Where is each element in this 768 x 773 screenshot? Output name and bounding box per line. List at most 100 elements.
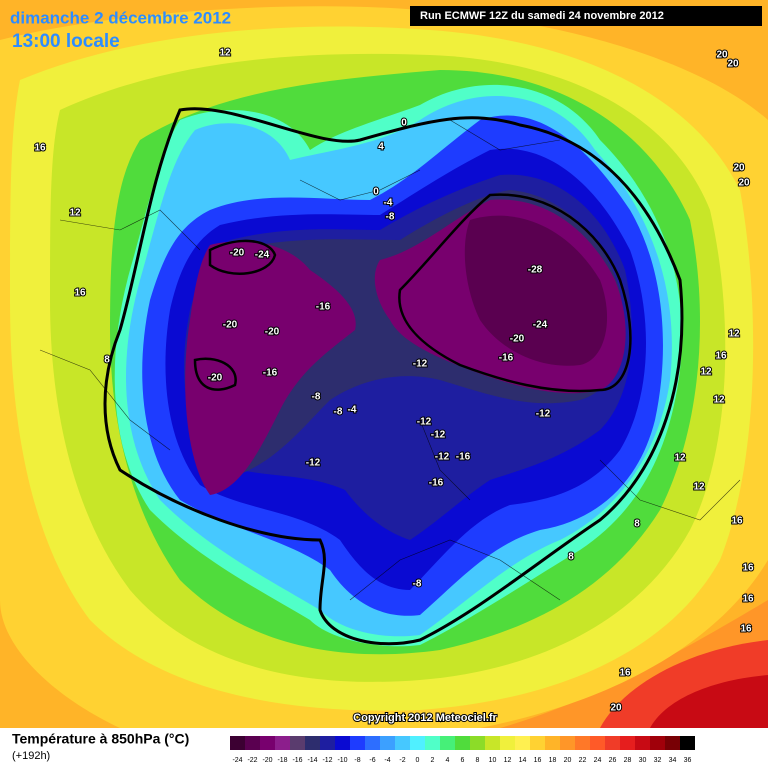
colorbar: -24 -22 -20 -18 -16 -14 -12 -10 -8 -6 -4 -2 0 2 4 6 8 10 1… — [230, 736, 695, 764]
footer-lead: (+192h) — [12, 750, 50, 762]
colorbar-swatch — [650, 736, 665, 750]
contour-label: -16 — [499, 353, 514, 364]
colorbar-swatch — [320, 736, 335, 750]
colorbar-tick-label: 28 — [624, 757, 632, 764]
colorbar-swatch — [440, 736, 455, 750]
contour-label: -12 — [417, 417, 432, 428]
colorbar-tick-label: -24 — [232, 757, 242, 764]
contour-label: -16 — [316, 302, 331, 313]
isotherm — [398, 193, 632, 393]
zero-isotherm — [103, 107, 684, 646]
colorbar-tick-label: -18 — [277, 757, 287, 764]
colorbar-swatch — [455, 736, 470, 750]
contour-label: -20 — [208, 373, 223, 384]
contour-label: -8 — [334, 407, 343, 418]
colorbar-swatch — [365, 736, 380, 750]
colorbar-swatch — [335, 736, 350, 750]
colorbar-swatch — [500, 736, 515, 750]
colorbar-swatch — [485, 736, 500, 750]
colorbar-swatch — [575, 736, 590, 750]
colorbar-tick-label: 2 — [431, 757, 435, 764]
contour-label: -8 — [386, 212, 395, 223]
colorbar-tick-label: -6 — [369, 757, 375, 764]
isotherm — [193, 357, 237, 391]
colorbar-tick-label: -2 — [399, 757, 405, 764]
forecast-time: 13:00 locale — [12, 31, 120, 52]
contour-label: -20 — [265, 327, 280, 338]
colorbar-tick-label: 10 — [489, 757, 497, 764]
colorbar-tick-label: 24 — [594, 757, 602, 764]
contour-label: -28 — [528, 265, 543, 276]
colorbar-tick-label: 0 — [416, 757, 420, 764]
run-label: Run ECMWF 12Z du samedi 24 novembre 2012 — [420, 10, 664, 22]
colorbar-tick-label: -8 — [354, 757, 360, 764]
contour-label: 0 — [373, 187, 379, 198]
colorbar-tick-label: 34 — [669, 757, 677, 764]
colorbar-tick-label: -22 — [247, 757, 257, 764]
colorbar-tick-label: -20 — [262, 757, 272, 764]
colorbar-swatch — [590, 736, 605, 750]
coastline — [39, 119, 741, 601]
contour-label: 16 — [619, 668, 631, 679]
contour-label: -4 — [348, 405, 357, 416]
colorbar-swatch — [545, 736, 560, 750]
temperature-zone — [650, 675, 768, 728]
copyright: Copyright 2012 Meteociel.fr — [353, 712, 497, 724]
colorbar-swatch — [425, 736, 440, 750]
contour-label: 4 — [378, 142, 384, 153]
contour-label: -24 — [255, 250, 270, 261]
contour-label: 12 — [219, 48, 231, 59]
colorbar-tick-label: -10 — [337, 757, 347, 764]
colorbar-tick-label: 8 — [476, 757, 480, 764]
contour-label: -16 — [263, 368, 278, 379]
contour-label: -20 — [230, 248, 245, 259]
contour-label: 16 — [715, 351, 727, 362]
contour-label: -8 — [312, 392, 321, 403]
contour-label: -8 — [413, 579, 422, 590]
contour-label: 20 — [738, 178, 750, 189]
contour-label: -12 — [431, 430, 446, 441]
colorbar-tick-label: 32 — [654, 757, 662, 764]
colorbar-swatch — [305, 736, 320, 750]
contour-label: 12 — [69, 208, 81, 219]
colorbar-tick-label: 26 — [609, 757, 617, 764]
colorbar-swatch — [230, 736, 245, 750]
colorbar-swatch — [605, 736, 620, 750]
colorbar-swatch — [260, 736, 275, 750]
footer-title: Température à 850hPa (°C) — [12, 731, 189, 747]
contour-label: -4 — [384, 198, 393, 209]
contour-label: 8 — [568, 552, 574, 563]
contour-label: -12 — [413, 359, 428, 370]
colorbar-swatch — [395, 736, 410, 750]
colorbar-swatch — [530, 736, 545, 750]
contour-label: -16 — [429, 478, 444, 489]
colorbar-tick-label: 22 — [579, 757, 587, 764]
contour-label: 12 — [700, 367, 712, 378]
contour-label: 16 — [731, 516, 743, 527]
colorbar-tick-label: -12 — [322, 757, 332, 764]
colorbar-swatch — [380, 736, 395, 750]
contour-label: -24 — [533, 320, 548, 331]
contour-label: 20 — [610, 703, 622, 714]
isotherm — [208, 239, 277, 275]
forecast-date: dimanche 2 décembre 2012 — [10, 8, 231, 27]
contour-label: 20 — [733, 163, 745, 174]
contour-label: 16 — [742, 563, 754, 574]
colorbar-tick-label: 6 — [461, 757, 465, 764]
contour-label: -12 — [435, 452, 450, 463]
colorbar-swatch — [350, 736, 365, 750]
colorbar-swatch — [515, 736, 530, 750]
colorbar-tick-label: 18 — [549, 757, 557, 764]
contour-label: 20 — [727, 59, 739, 70]
contour-label: 12 — [674, 453, 686, 464]
colorbar-swatch — [275, 736, 290, 750]
contour-label: 16 — [34, 143, 46, 154]
colorbar-tick-label: -16 — [292, 757, 302, 764]
contour-label: 16 — [742, 594, 754, 605]
run-box — [410, 6, 762, 26]
contour-label: 8 — [104, 355, 110, 366]
colorbar-tick-label: 16 — [534, 757, 542, 764]
colorbar-swatch — [560, 736, 575, 750]
contour-label: 0 — [401, 118, 407, 129]
